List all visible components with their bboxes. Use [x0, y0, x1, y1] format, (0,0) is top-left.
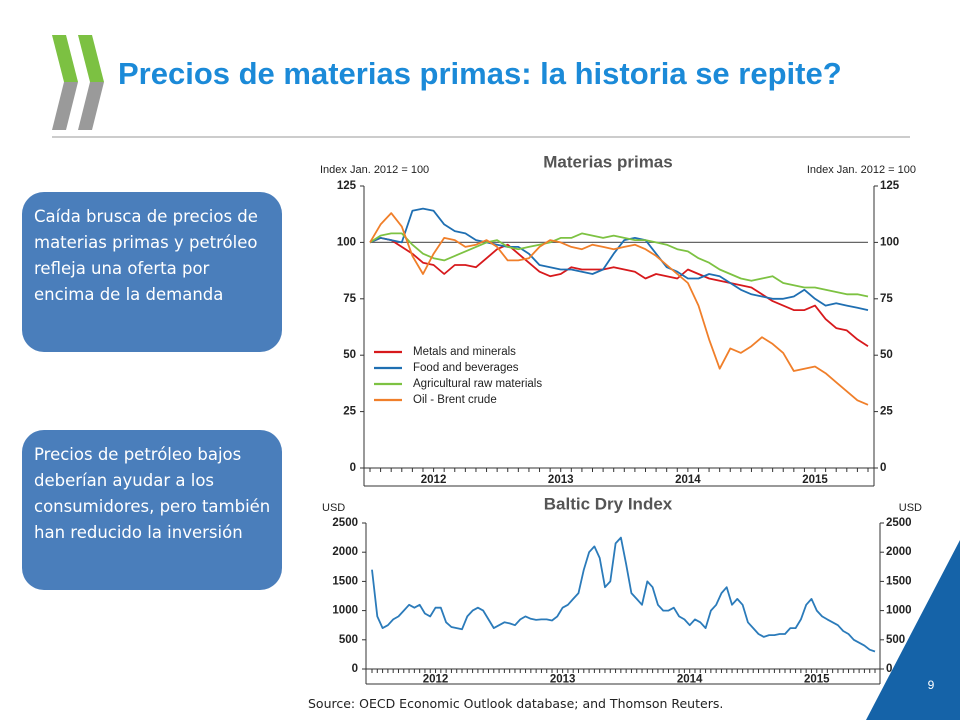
text-box: Caída brusca de precios de materias prim… [22, 192, 282, 352]
series-line [369, 207, 869, 311]
chart-title: Baltic Dry Index [544, 494, 673, 513]
legend-label: Oil - Brent crude [413, 394, 497, 406]
y2-tick-label: 2000 [886, 546, 912, 558]
source: Source: OECD Economic Outlook database; … [308, 696, 724, 711]
y-axis-label: USD [322, 502, 345, 514]
y-tick-label: 50 [343, 349, 356, 361]
series-line [369, 232, 869, 298]
logo-gray [52, 82, 78, 130]
chart-title: Materias primas [543, 152, 672, 171]
x-tick-label: 2013 [548, 474, 574, 486]
y2-tick-label: 50 [880, 349, 893, 361]
slide-title: Precios de materias primas: la historia … [118, 56, 842, 91]
y-tick-label: 75 [343, 293, 356, 305]
y-axis-label: Index Jan. 2012 = 100 [320, 164, 429, 176]
text-box: Precios de petróleo bajos deberían ayuda… [22, 430, 282, 590]
y2-tick-label: 1500 [886, 575, 912, 587]
y2-tick-label: 25 [880, 406, 893, 418]
y2-tick-label: 0 [886, 663, 892, 675]
y2-tick-label: 500 [886, 634, 905, 646]
y2-tick-label: 125 [880, 180, 900, 192]
logo-green [52, 35, 78, 82]
y2-tick-label: 100 [880, 236, 899, 248]
x-tick-label: 2013 [550, 674, 576, 686]
y-tick-label: 0 [350, 462, 356, 474]
y-tick-label: 0 [352, 663, 358, 675]
y-tick-label: 500 [339, 634, 358, 646]
y2-tick-label: 0 [880, 462, 886, 474]
y-tick-label: 100 [337, 236, 356, 248]
page-number: 9 [928, 678, 935, 692]
x-tick-label: 2014 [677, 674, 703, 686]
y-tick-label: 1000 [332, 605, 358, 617]
y2-tick-label: 2500 [886, 517, 912, 529]
logo-green [78, 35, 104, 82]
y-tick-label: 25 [343, 406, 356, 418]
series-line [369, 212, 869, 406]
x-tick-label: 2015 [802, 474, 828, 486]
legend-label: Food and beverages [413, 362, 519, 374]
logo-gray [78, 82, 104, 130]
legend-label: Metals and minerals [413, 346, 516, 358]
y2-axis-label: Index Jan. 2012 = 100 [807, 164, 916, 176]
x-tick-label: 2012 [423, 674, 449, 686]
legend-label: Agricultural raw materials [413, 378, 542, 390]
x-tick-label: 2015 [804, 674, 830, 686]
y2-tick-label: 75 [880, 293, 893, 305]
y-tick-label: 2000 [332, 546, 358, 558]
series-line [369, 237, 869, 347]
x-tick-label: 2014 [675, 474, 701, 486]
y-tick-label: 1500 [332, 575, 358, 587]
y2-axis-label: USD [899, 502, 922, 514]
corner-shape [866, 540, 960, 720]
y2-tick-label: 1000 [886, 605, 912, 617]
y-tick-label: 2500 [332, 517, 358, 529]
y-tick-label: 125 [337, 180, 357, 192]
series-line [371, 536, 876, 653]
x-tick-label: 2012 [421, 474, 447, 486]
